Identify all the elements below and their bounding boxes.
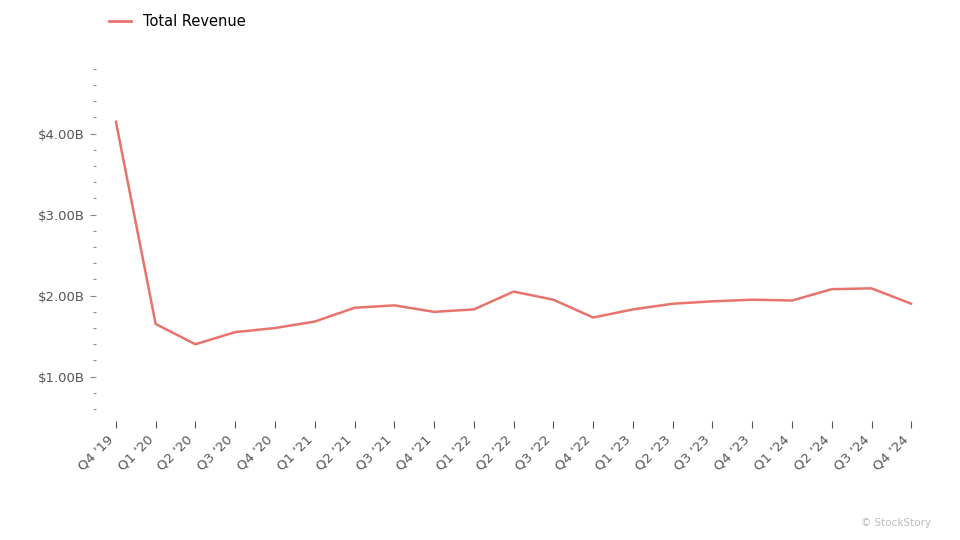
Legend: Total Revenue: Total Revenue	[104, 8, 252, 35]
Text: © StockStory: © StockStory	[861, 518, 931, 528]
